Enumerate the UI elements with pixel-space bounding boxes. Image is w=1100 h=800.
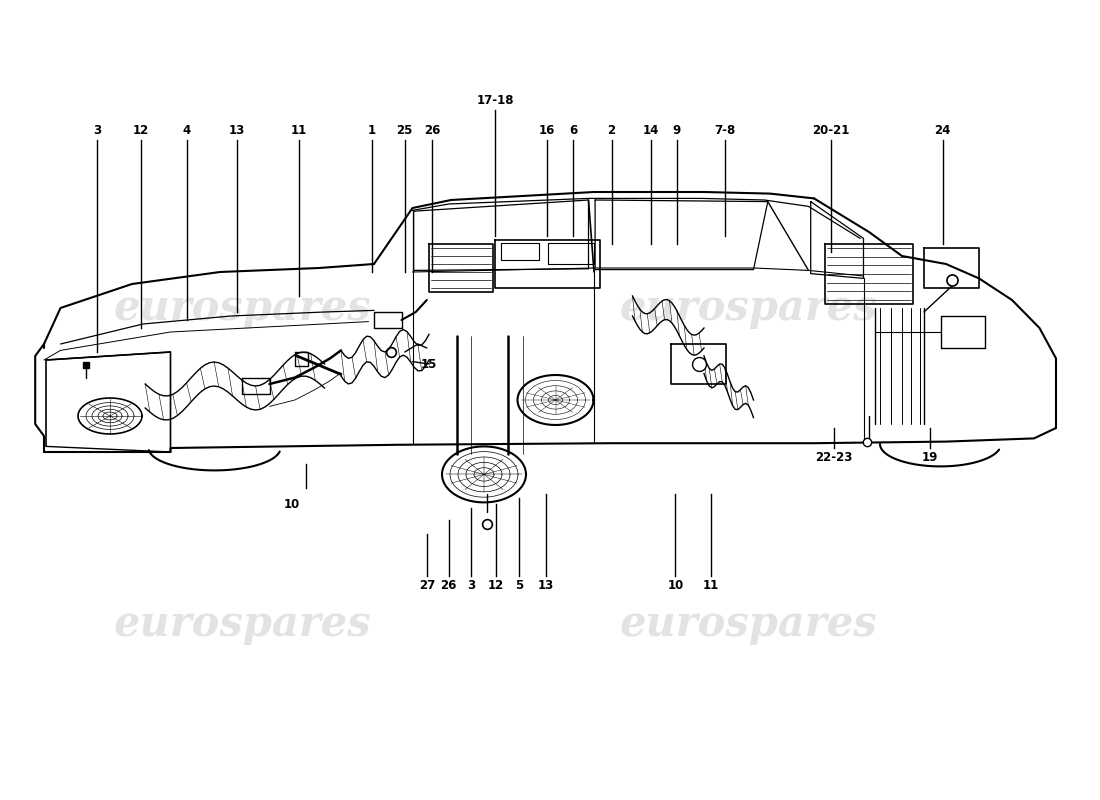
Text: 12: 12 — [488, 579, 504, 592]
Text: eurospares: eurospares — [619, 603, 877, 645]
Text: 12: 12 — [133, 124, 148, 137]
Text: 22-23: 22-23 — [815, 451, 852, 464]
Text: eurospares: eurospares — [113, 603, 371, 645]
Text: 5: 5 — [515, 579, 524, 592]
Text: 10: 10 — [668, 579, 683, 592]
Text: 16: 16 — [539, 124, 554, 137]
Text: 4: 4 — [183, 124, 191, 137]
Text: 7-8: 7-8 — [714, 124, 736, 137]
Text: 9: 9 — [672, 124, 681, 137]
Text: 26: 26 — [441, 579, 456, 592]
Text: 13: 13 — [538, 579, 553, 592]
Text: 3: 3 — [466, 579, 475, 592]
Text: 6: 6 — [569, 124, 578, 137]
Text: 14: 14 — [644, 124, 659, 137]
Text: eurospares: eurospares — [113, 287, 371, 329]
Text: 26: 26 — [425, 124, 440, 137]
Text: 25: 25 — [397, 124, 412, 137]
Text: 2: 2 — [607, 124, 616, 137]
Text: 11: 11 — [703, 579, 718, 592]
Text: 20-21: 20-21 — [812, 124, 849, 137]
Text: 13: 13 — [229, 124, 244, 137]
Text: 15: 15 — [421, 358, 437, 370]
Text: eurospares: eurospares — [619, 287, 877, 329]
Text: 10: 10 — [284, 498, 299, 510]
Text: 19: 19 — [922, 451, 937, 464]
Text: 27: 27 — [419, 579, 435, 592]
Text: 3: 3 — [92, 124, 101, 137]
Text: 11: 11 — [292, 124, 307, 137]
Text: 17-18: 17-18 — [476, 94, 514, 107]
Text: 24: 24 — [935, 124, 950, 137]
Text: 1: 1 — [367, 124, 376, 137]
